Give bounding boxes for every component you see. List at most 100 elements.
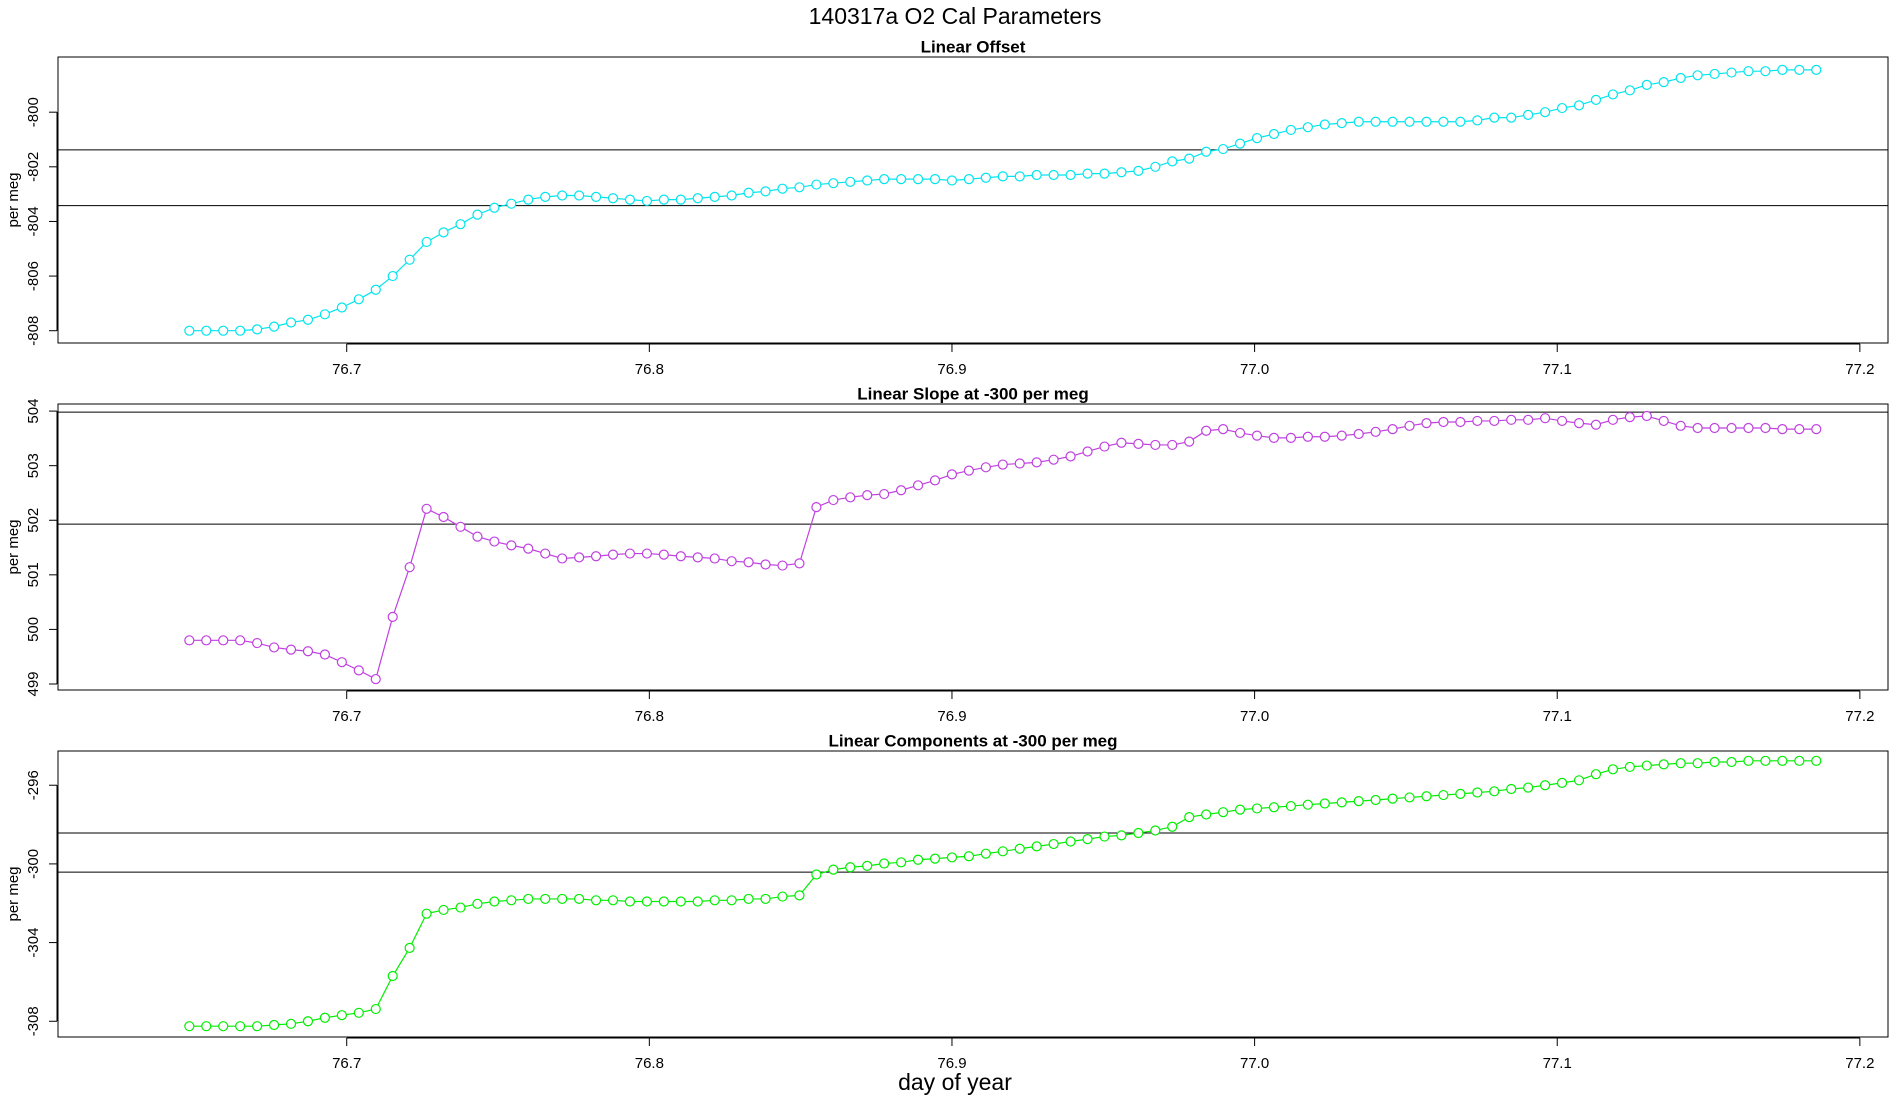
data-point	[1150, 161, 1161, 172]
data-point	[302, 1016, 314, 1027]
data-point	[1675, 758, 1686, 769]
data-point	[218, 1021, 229, 1032]
data-point	[1777, 755, 1788, 766]
data-point	[1556, 777, 1568, 788]
data-point	[1031, 457, 1042, 468]
data-point	[1472, 115, 1483, 126]
y-tick-label: -804	[25, 206, 42, 236]
panel-title: Linear Slope at -300 per meg	[857, 384, 1088, 403]
series-line	[189, 69, 1817, 332]
data-point	[997, 459, 1008, 470]
data-point	[624, 194, 636, 205]
data-point	[218, 325, 229, 336]
data-point	[1506, 112, 1517, 123]
data-point	[828, 494, 839, 506]
data-point	[1777, 64, 1788, 75]
data-point	[760, 893, 771, 905]
data-point	[1540, 780, 1551, 791]
data-point	[1150, 439, 1161, 451]
data-point	[1743, 66, 1754, 77]
data-point	[1641, 79, 1652, 90]
data-point	[980, 172, 991, 183]
data-point	[1133, 438, 1144, 449]
data-point	[1590, 94, 1602, 105]
data-point	[285, 1018, 297, 1029]
data-point	[828, 178, 839, 189]
data-point	[574, 552, 585, 563]
data-point	[302, 314, 314, 325]
data-point	[370, 1003, 381, 1015]
data-point	[1506, 414, 1517, 425]
data-point	[1302, 799, 1313, 810]
data-point	[1201, 146, 1212, 157]
data-point	[963, 174, 975, 185]
data-point	[1489, 112, 1500, 123]
data-point	[1590, 769, 1602, 780]
data-point	[523, 194, 534, 205]
data-point	[506, 540, 517, 551]
data-point	[1760, 66, 1771, 77]
data-point	[692, 896, 703, 907]
data-point	[879, 174, 890, 185]
data-point	[1268, 128, 1280, 140]
data-point	[472, 898, 483, 909]
data-point	[1743, 422, 1754, 434]
data-point	[1607, 414, 1619, 425]
data-point	[252, 324, 263, 335]
data-point	[1573, 418, 1585, 429]
data-point	[1743, 755, 1754, 766]
y-tick-label: -300	[25, 849, 42, 879]
data-point	[946, 852, 958, 863]
x-tick-label: 76.7	[332, 361, 361, 378]
data-point	[912, 174, 924, 185]
y-tick-label: 500	[25, 617, 42, 642]
data-point	[980, 462, 991, 473]
data-point	[1523, 414, 1534, 425]
data-point	[438, 511, 449, 523]
data-point	[1014, 843, 1025, 854]
data-point	[184, 1021, 195, 1032]
data-point	[777, 891, 788, 902]
x-tick-label: 76.9	[937, 361, 966, 378]
data-point	[1455, 116, 1466, 127]
data-point	[1404, 792, 1415, 803]
data-point	[607, 549, 619, 560]
data-point	[1031, 169, 1042, 181]
data-point	[1726, 422, 1737, 434]
data-point	[1811, 755, 1822, 766]
data-point	[1556, 102, 1568, 114]
data-point	[997, 846, 1008, 857]
data-point	[1421, 116, 1432, 127]
data-point	[1014, 171, 1025, 182]
data-point	[1709, 68, 1720, 80]
data-point	[1540, 107, 1551, 118]
data-point	[1760, 422, 1771, 434]
data-point	[658, 194, 669, 205]
data-point	[777, 560, 788, 571]
data-point	[1031, 841, 1042, 852]
data-point	[845, 862, 856, 873]
data-point	[760, 186, 771, 197]
data-point	[743, 557, 754, 568]
data-point	[1184, 811, 1195, 823]
data-point	[675, 194, 686, 205]
data-point	[1421, 418, 1432, 429]
data-point	[1370, 426, 1381, 437]
data-point	[1709, 756, 1720, 768]
data-point	[1099, 441, 1110, 452]
panel-title: Linear Components at -300 per meg	[828, 731, 1117, 750]
data-point	[1692, 758, 1703, 769]
y-tick-label: -304	[25, 928, 42, 958]
data-point	[235, 635, 246, 646]
data-point	[1218, 143, 1229, 155]
plot-frame	[57, 750, 1889, 1038]
data-point	[1082, 834, 1093, 845]
data-point	[1794, 755, 1805, 766]
data-point	[1201, 809, 1212, 820]
chart-title: 140317a O2 Cal Parameters	[809, 3, 1102, 29]
data-point	[1319, 431, 1330, 442]
data-point	[1404, 116, 1415, 127]
data-point	[929, 475, 941, 486]
y-tick-label: -296	[25, 770, 42, 800]
x-tick-label: 76.7	[332, 1055, 361, 1072]
